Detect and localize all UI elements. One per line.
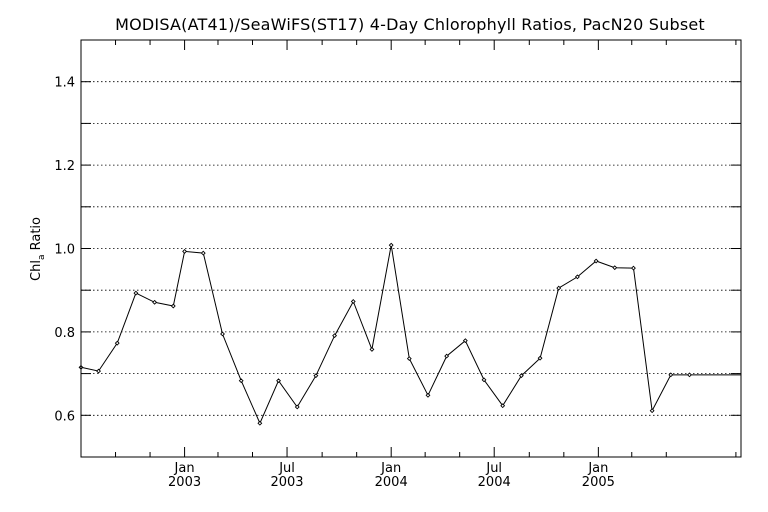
data-point [462,338,468,344]
data-point [238,378,244,384]
x-tick-label-year: 2003 [270,475,303,490]
y-tick-label: 1.2 [54,159,75,174]
data-point [687,372,692,378]
data-point [425,392,431,398]
x-tick-label-month: Jan [380,461,401,476]
series-layer [78,242,741,426]
data-point [668,372,674,378]
data-point [152,299,158,305]
data-point [133,290,139,296]
data-point [649,408,655,414]
data-point [593,258,599,264]
data-point [556,285,562,291]
x-tick-label-month: Jul [485,461,502,476]
x-tick-label-year: 2004 [478,475,511,490]
data-point [220,331,225,337]
tick-labels: 0.60.81.01.21.4Jan2003Jul2003Jan2004Jul2… [54,76,615,490]
x-tick-label-month: Jan [174,461,195,476]
data-point [200,250,206,256]
data-point [182,248,188,254]
data-point [612,265,618,271]
data-point [388,242,394,248]
y-tick-label: 0.6 [54,409,75,424]
y-axis-label: Chla Ratio [29,217,47,281]
series-line [80,245,741,425]
y-axis-label-subscript: a [37,255,47,261]
data-point [332,333,338,339]
data-point [444,353,450,359]
x-tick-label-year: 2003 [168,475,201,490]
x-tick-label-year: 2004 [375,475,408,490]
y-tick-label: 0.8 [54,326,75,341]
data-point [481,377,487,383]
x-tick-label-month: Jan [587,461,608,476]
x-tick-label-year: 2005 [582,475,615,490]
x-tick-label-month: Jul [278,461,295,476]
axis-ticks [81,39,741,458]
data-point [518,373,524,379]
data-point [574,274,580,280]
data-point [313,373,319,379]
data-point [257,420,263,426]
data-point [500,403,506,409]
data-point [406,356,412,362]
data-point [537,355,543,361]
data-point [96,368,101,374]
y-tick-label: 1.4 [54,76,75,91]
y-axis-label-main: Chl [29,260,44,281]
data-point [294,404,300,410]
grid-lines [81,81,741,416]
chart-title: MODISA(AT41)/SeaWiFS(ST17) 4-Day Chlorop… [115,15,705,34]
data-point [114,340,120,346]
data-point [631,265,636,271]
data-point [350,299,356,304]
y-axis-label-rest: Ratio [29,217,44,255]
y-tick-label: 1.0 [54,243,75,258]
data-point [276,378,281,384]
plot-frame [80,39,742,458]
data-point [170,303,176,309]
data-point [369,346,375,352]
